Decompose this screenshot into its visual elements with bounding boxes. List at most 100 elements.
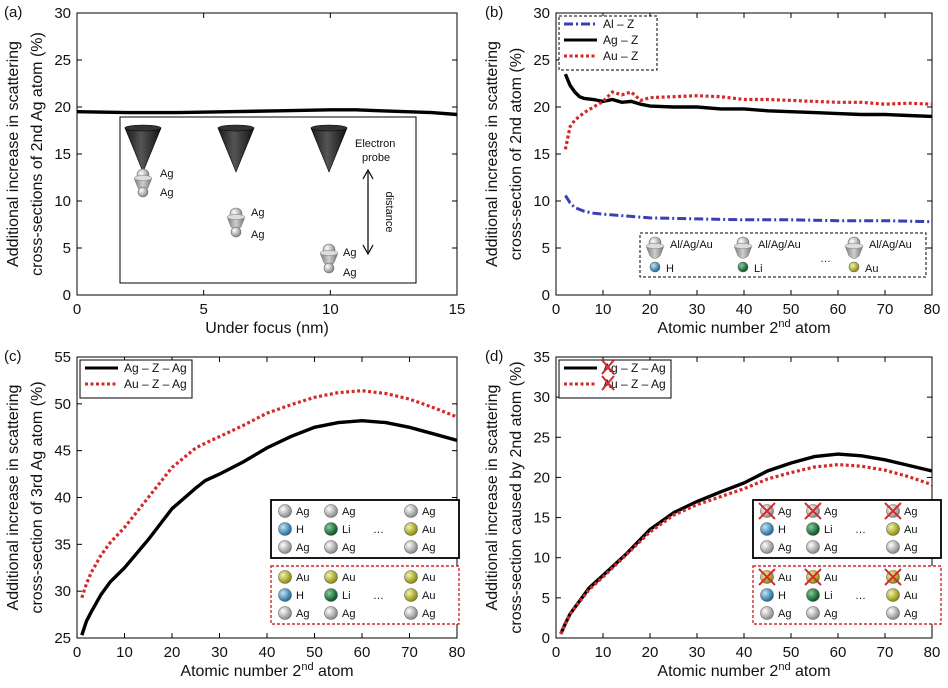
legend-atom-label: H — [296, 590, 304, 602]
inset-frame — [119, 116, 417, 284]
series-line-au-z — [563, 90, 932, 150]
atom-ag-icon — [324, 504, 338, 518]
legend-atom-label: Au — [904, 524, 917, 536]
atom-ag-icon — [404, 606, 418, 620]
atom-h-icon — [760, 522, 774, 536]
electron-probe-cone-icon — [310, 124, 348, 173]
y-axis-title: cross-sections of 2nd Ag atom (%) — [29, 32, 46, 276]
x-tick-label: 0 — [73, 301, 81, 318]
cross-mark-icon — [884, 568, 902, 586]
legend-atom-label: Ag — [296, 506, 309, 518]
x-tick-label: 10 — [595, 301, 612, 318]
cross-mark-icon — [758, 502, 776, 520]
atom-h-icon — [278, 588, 292, 602]
y-tick-label: 0 — [542, 287, 550, 304]
legend-atom-label: Ag — [904, 506, 917, 518]
y-tick-label: 20 — [533, 99, 550, 116]
atom-au-icon — [324, 570, 338, 584]
panel-label: (b) — [485, 4, 503, 21]
legend-entry: Ag – Z — [603, 33, 638, 47]
x-tick-label: 10 — [322, 301, 339, 318]
legend-entry: Au – Z — [603, 49, 638, 63]
inset-probe-label: Electron — [355, 138, 395, 150]
legend-atom-label: Au — [422, 590, 435, 602]
atom-h-icon — [760, 588, 774, 602]
x-tick-label: 20 — [642, 301, 659, 318]
pedestal-icon — [645, 243, 665, 259]
atom-li-icon — [324, 588, 338, 602]
legend-atom-label: Ag — [904, 608, 917, 620]
x-tick-label: 10 — [595, 644, 612, 661]
inset-a: Ag Ag Ag Ag Ag Ag Electron probe distance — [119, 116, 417, 284]
y-axis-title: Additional increase in scattering — [484, 41, 501, 267]
atom-ag-icon — [278, 606, 292, 620]
y-tick-label: 45 — [54, 443, 71, 460]
legend-atom-label: H — [778, 524, 786, 536]
legend-atom-label: Au — [422, 524, 435, 536]
panel-d: (d) 0 10 20 30 40 50 60 70 80 0 5 10 15 20 25 30 35 Atomic… — [484, 348, 940, 680]
legend-atom-label: Au — [342, 572, 355, 584]
atom-ag-icon — [886, 606, 900, 620]
x-tick-label: 70 — [877, 644, 894, 661]
panel-a: (a) 0 5 10 15 0 5 10 15 20 25 30 Under focus (nm) Add… — [4, 4, 465, 337]
legend-atom-label: Ag — [342, 506, 355, 518]
y-tick-label: 15 — [54, 146, 71, 163]
legend-atom-label: Ag — [824, 542, 837, 554]
atom-au-icon — [848, 261, 860, 273]
ellipsis-text: … — [820, 253, 831, 265]
atom-ag-icon — [278, 504, 292, 518]
legend-atom-label: Au — [422, 572, 435, 584]
pedestal-body — [733, 245, 753, 259]
legend-atom-label: Li — [342, 590, 351, 602]
atom-ag-icon — [760, 540, 774, 554]
atom-ag-icon — [278, 540, 292, 554]
pedestal-top — [133, 175, 153, 181]
panel-c: (c) 0 10 20 30 40 50 60 70 80 25 30 35 40 45 50 55 Atomic… — [4, 348, 465, 680]
y-tick-label: 15 — [533, 146, 550, 163]
x-tick-label: 50 — [783, 301, 800, 318]
legend-atom-label: Ag — [342, 542, 355, 554]
inset-distance-label: distance — [383, 192, 395, 233]
atom-au-icon — [404, 588, 418, 602]
pedestal-icon — [844, 243, 864, 259]
inset-b: Al/Ag/AuHAl/Ag/AuLiAl/Ag/AuAu… — [639, 232, 927, 278]
legend-atom-label: Ag — [824, 506, 837, 518]
legend-atom-label: H — [296, 524, 304, 536]
inset-frame — [639, 232, 927, 278]
x-tick-label: 0 — [73, 644, 81, 661]
ellipsis-text: … — [855, 590, 866, 602]
atom-li-icon — [737, 261, 749, 273]
x-tick-label: 60 — [830, 301, 847, 318]
inset-label-ag: Ag — [160, 187, 173, 199]
y-tick-label: 25 — [533, 429, 550, 446]
atom-ag-icon — [806, 540, 820, 554]
x-tick-label: 70 — [877, 301, 894, 318]
series-line-al-z — [564, 194, 932, 224]
cross-mark-icon — [804, 568, 822, 586]
legend-atom-label: Li — [824, 590, 833, 602]
atom-ag-icon — [323, 262, 335, 274]
pedestal-top — [226, 214, 246, 220]
x-tick-label: 10 — [116, 644, 133, 661]
legend-atom-label: Ag — [824, 608, 837, 620]
legend-atom-label: Au — [824, 572, 837, 584]
x-axis-title: Atomic number 2nd atom — [657, 661, 830, 680]
panel-label: (c) — [4, 348, 22, 365]
cross-mark-icon — [601, 359, 615, 375]
y-axis-title: Additional increase in scattering — [5, 385, 22, 611]
atom-ag-icon — [324, 606, 338, 620]
cone-top — [310, 124, 348, 132]
legend-table-c: Ag Ag Ag H Li Au … Ag Ag Ag Au Au Au H Li Au … Ag Ag Ag — [270, 499, 460, 625]
inset-label-ag: Ag — [343, 247, 356, 259]
x-tick-label: 0 — [552, 644, 560, 661]
atom-h-icon — [649, 261, 661, 273]
pedestal-body — [645, 245, 665, 259]
cross-mark-icon — [804, 502, 822, 520]
x-tick-label: 40 — [259, 644, 276, 661]
cone-top — [124, 124, 162, 132]
y-tick-label: 20 — [54, 99, 71, 116]
legend-table-d: Ag Ag Ag H Li Au … Ag Ag Ag Au Au Au H Li Au … Ag Ag Ag — [752, 499, 942, 625]
series-line-ag-z-ag — [80, 418, 457, 636]
